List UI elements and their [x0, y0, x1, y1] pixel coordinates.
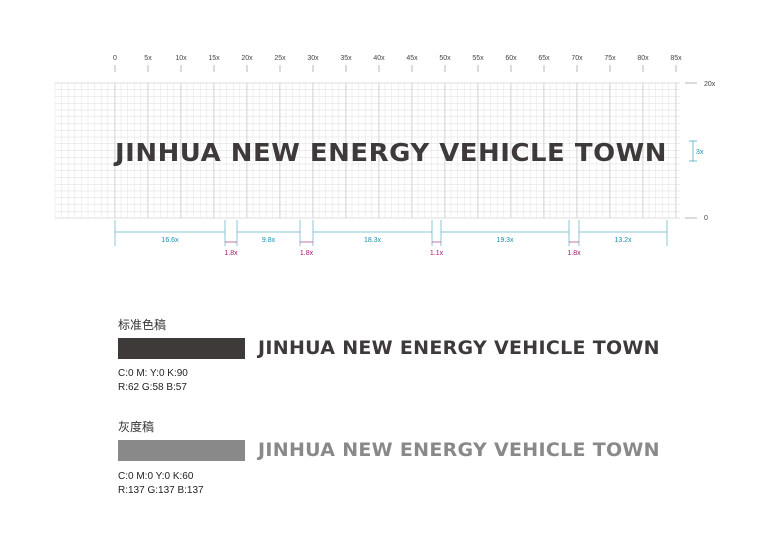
ruler-tick-label: 80x [637, 55, 649, 62]
grayscale-cmyk: C:0 M:0 Y:0 K:60 [118, 471, 194, 482]
standard-title: 标准色稿 [118, 318, 167, 332]
ruler-tick-label: 65x [538, 55, 550, 62]
word-width-label: 18.3x [364, 237, 382, 244]
ruler-tick-label: 20x [241, 55, 253, 62]
word-width-label: 19.3x [496, 237, 514, 244]
grayscale-color-swatch [118, 440, 245, 461]
grayscale-rgb: R:137 G:137 B:137 [118, 485, 204, 496]
ruler-tick-label: 45x [406, 55, 418, 62]
ruler-tick-label: 60x [505, 55, 517, 62]
ruler-tick-label: 25x [274, 55, 286, 62]
ruler-tick-label: 35x [340, 55, 352, 62]
word-width-label: 9.8x [262, 237, 276, 244]
ruler-tick-label: 50x [439, 55, 451, 62]
top-ruler: 0 5x 10x 15x 20x 25x 30x 35x 40x 45x 50x 55x 60x 65x 7… [113, 55, 697, 219]
logo-grid-diagram: 0 5x 10x 15x 20x 25x 30x 35x 40x 45x 50x 55x 60x 65x 7… [54, 55, 716, 257]
word-gap-label: 1.8x [224, 250, 238, 257]
ruler-tick-label: 15x [208, 55, 220, 62]
standard-rgb: R:62 G:58 B:57 [118, 382, 187, 393]
ruler-tick-label: 5x [144, 55, 152, 62]
word-gap-label: 1.8x [300, 250, 314, 257]
word-gap-label: 1.1x [430, 250, 444, 257]
right-top-label: 20x [704, 81, 716, 88]
ruler-tick-label: 0 [113, 55, 117, 62]
word-width-label: 16.6x [161, 237, 179, 244]
standard-color-swatch [118, 338, 245, 359]
word-width-label: 13.2x [614, 237, 632, 244]
word-gap-label: 1.8x [567, 250, 581, 257]
ruler-tick-label: 40x [373, 55, 385, 62]
ruler-tick-label: 55x [472, 55, 484, 62]
grayscale-wordmark: JINHUA NEW ENERGY VEHICLE TOWN [258, 439, 660, 461]
grid-wordmark: JINHUA NEW ENERGY VEHICLE TOWN [113, 138, 667, 167]
ruler-tick-label: 30x [307, 55, 319, 62]
right-bottom-label: 0 [704, 215, 708, 222]
ruler-tick-label: 70x [571, 55, 583, 62]
ruler-tick-label: 10x [175, 55, 187, 62]
grid-lines [54, 82, 680, 219]
cap-height-label: 3x [696, 149, 704, 156]
dimension-annotations: 16.6x 9.8x 18.3x 19.3x 13.2x 1.8x 1.8x 1.1x 1.8x [114, 220, 668, 257]
grayscale-title: 灰度稿 [118, 420, 155, 434]
ruler-tick-label: 85x [670, 55, 682, 62]
standard-wordmark: JINHUA NEW ENERGY VEHICLE TOWN [258, 337, 660, 359]
standard-cmyk: C:0 M: Y:0 K:90 [118, 368, 188, 379]
ruler-tick-label: 75x [604, 55, 616, 62]
